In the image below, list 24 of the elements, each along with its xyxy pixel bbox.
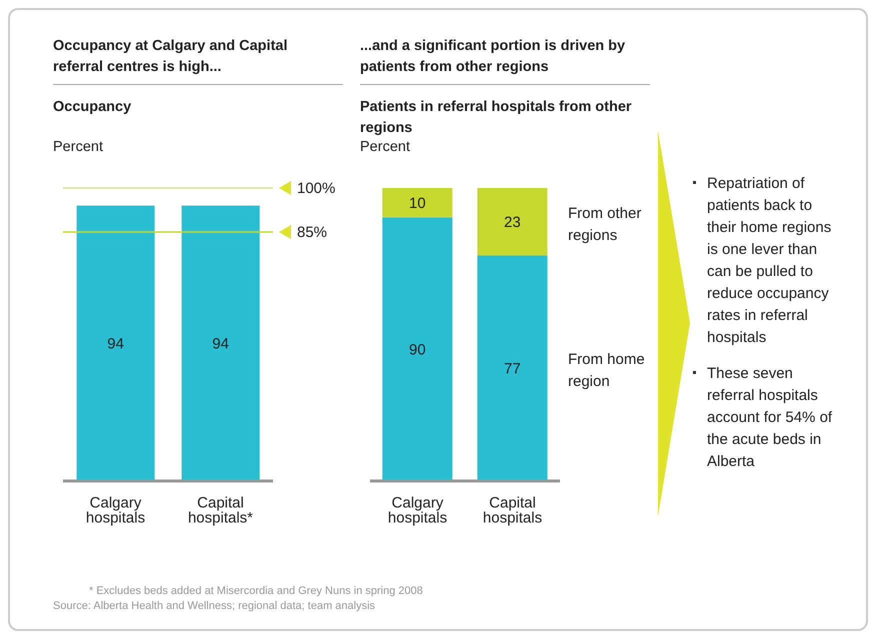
- data-label: 94: [212, 336, 229, 353]
- chart-subtitle: Occupancy: [53, 98, 132, 117]
- data-label: 77: [504, 360, 521, 378]
- data-label: 90: [409, 341, 426, 358]
- series-label: From other regions: [568, 204, 642, 246]
- y-axis-title: Percent: [360, 139, 411, 155]
- series-label: From home region: [568, 350, 646, 392]
- y-axis-title: Percent: [53, 139, 104, 155]
- x-tick-label: Capital hospitals*: [188, 494, 254, 527]
- chart-title: Occupancy at Calgary and Capital referral centres is high...: [53, 37, 288, 77]
- ref-line-label: 100%: [297, 180, 336, 197]
- chart-subtitle: Patients in referral hospitals from other regions: [360, 98, 633, 138]
- x-tick-label: Calgary hospitals: [86, 494, 146, 527]
- text: These seven referral hospitals account for 54% of the acute beds in Alberta: [707, 364, 834, 472]
- data-label: 23: [504, 214, 521, 232]
- text: * Excludes beds added at Misercordia and Grey Nuns in spring 2008: [88, 584, 423, 599]
- x-tick-label: Capital hospitals: [482, 494, 542, 527]
- data-label: 94: [107, 336, 124, 353]
- chart-title: ...and a significant portion is driven by patients from other regions: [360, 37, 626, 77]
- x-tick-label: Calgary hospitals: [388, 494, 448, 527]
- text: Repatriation of patients back to their home regions is one lever than can be pulled to reduce occupancy rates in referral hospitals: [707, 174, 832, 348]
- source-note: Source: Alberta Health and Wellness; regional data; team analysis: [53, 599, 376, 614]
- data-label: 10: [409, 194, 426, 212]
- ref-line-label: 85%: [297, 224, 328, 241]
